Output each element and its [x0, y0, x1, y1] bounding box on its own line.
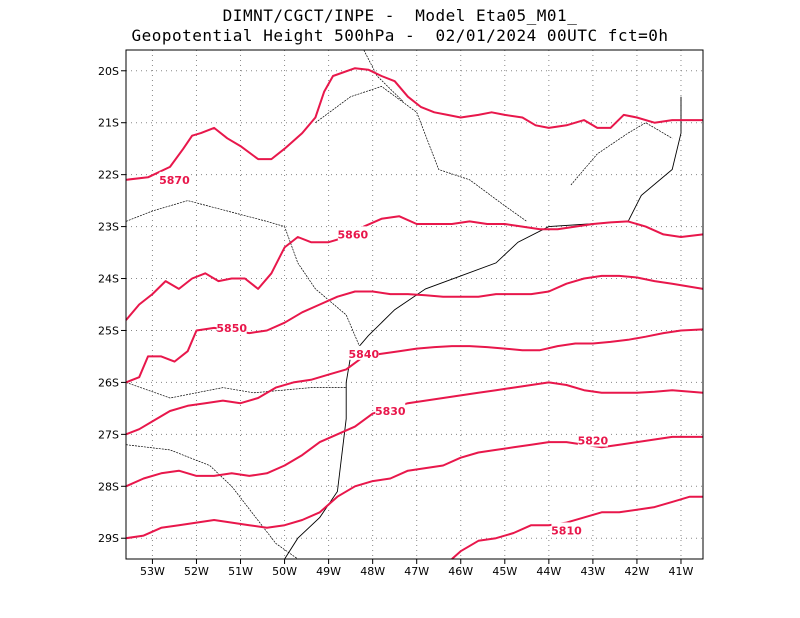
contour-5860	[125, 215, 704, 321]
state-borders	[125, 49, 673, 560]
latitude-tick-label: 20S	[98, 65, 119, 78]
state-border-line	[315, 86, 528, 222]
latitude-tick-label: 29S	[98, 532, 119, 545]
latitude-tick-label: 25S	[98, 324, 119, 337]
longitude-tick-label: 48W	[360, 565, 385, 578]
contour-label-bg	[375, 402, 406, 417]
longitude-tick-label: 42W	[624, 565, 649, 578]
map-title-line-1: DIMNT/CGCT/INPE - Model Eta05_M01_	[222, 6, 578, 25]
contour-5820	[125, 435, 703, 540]
contour-5830	[125, 381, 704, 488]
longitude-tick-label: 49W	[316, 565, 341, 578]
latitude-tick-label: 24S	[98, 273, 119, 286]
contour-label-bg	[159, 171, 190, 186]
longitude-tick-label: 53W	[140, 565, 165, 578]
longitude-axis: 53W 52W 51W 50W 49W 48W 47W 46W 45W 44W 43W 42W 41W	[140, 559, 694, 578]
contour-5850	[125, 274, 704, 384]
longitude-tick-label: 51W	[228, 565, 253, 578]
state-border-line	[125, 200, 360, 347]
map-title-line-2: Geopotential Height 500hPa - 02/01/2024 …	[131, 26, 669, 45]
contour-label-5810: 5810	[551, 524, 582, 537]
contour-5870	[125, 67, 703, 181]
latitude-tick-label: 28S	[98, 480, 119, 493]
contour-label-bg	[348, 345, 379, 360]
longitude-tick-label: 46W	[448, 565, 473, 578]
contour-label-5860: 5860	[338, 228, 369, 241]
longitude-tick-label: 43W	[580, 565, 605, 578]
contour-5840	[125, 328, 704, 436]
contour-labels: 5870 5860 5850 5840 5830 5820 5810	[159, 171, 609, 537]
state-border-line	[125, 382, 347, 399]
state-border-line	[363, 49, 404, 103]
latitude-tick-label: 27S	[98, 428, 119, 441]
longitude-tick-label: 45W	[492, 565, 517, 578]
map-frame	[125, 49, 704, 560]
coastline-line	[284, 96, 682, 560]
grid-lines	[126, 50, 703, 559]
longitude-tick-label: 50W	[272, 565, 297, 578]
state-border-line	[125, 444, 299, 560]
contour-label-5850: 5850	[216, 322, 247, 335]
contour-label-5830: 5830	[375, 405, 406, 418]
latitude-tick-label: 21S	[98, 117, 119, 130]
longitude-tick-label: 44W	[536, 565, 561, 578]
contour-5810	[451, 495, 703, 560]
coastline	[284, 96, 682, 560]
contour-label-5840: 5840	[349, 348, 380, 361]
longitude-tick-label: 41W	[669, 565, 694, 578]
contour-label-bg	[551, 522, 582, 537]
longitude-tick-label: 52W	[184, 565, 209, 578]
latitude-tick-label: 22S	[98, 169, 119, 182]
latitude-tick-label: 23S	[98, 221, 119, 234]
height-contours	[125, 67, 704, 560]
contour-label-bg	[337, 226, 368, 241]
latitude-tick-label: 26S	[98, 376, 119, 389]
state-border-line	[570, 122, 673, 186]
longitude-tick-label: 47W	[404, 565, 429, 578]
contour-label-5820: 5820	[578, 435, 609, 448]
contour-label-5870: 5870	[159, 174, 190, 187]
contour-label-bg	[577, 432, 608, 447]
contour-label-bg	[216, 319, 247, 334]
latitude-axis: 20S 21S 22S 23S 24S 25S 26S 27S 28S 29S	[98, 65, 126, 545]
